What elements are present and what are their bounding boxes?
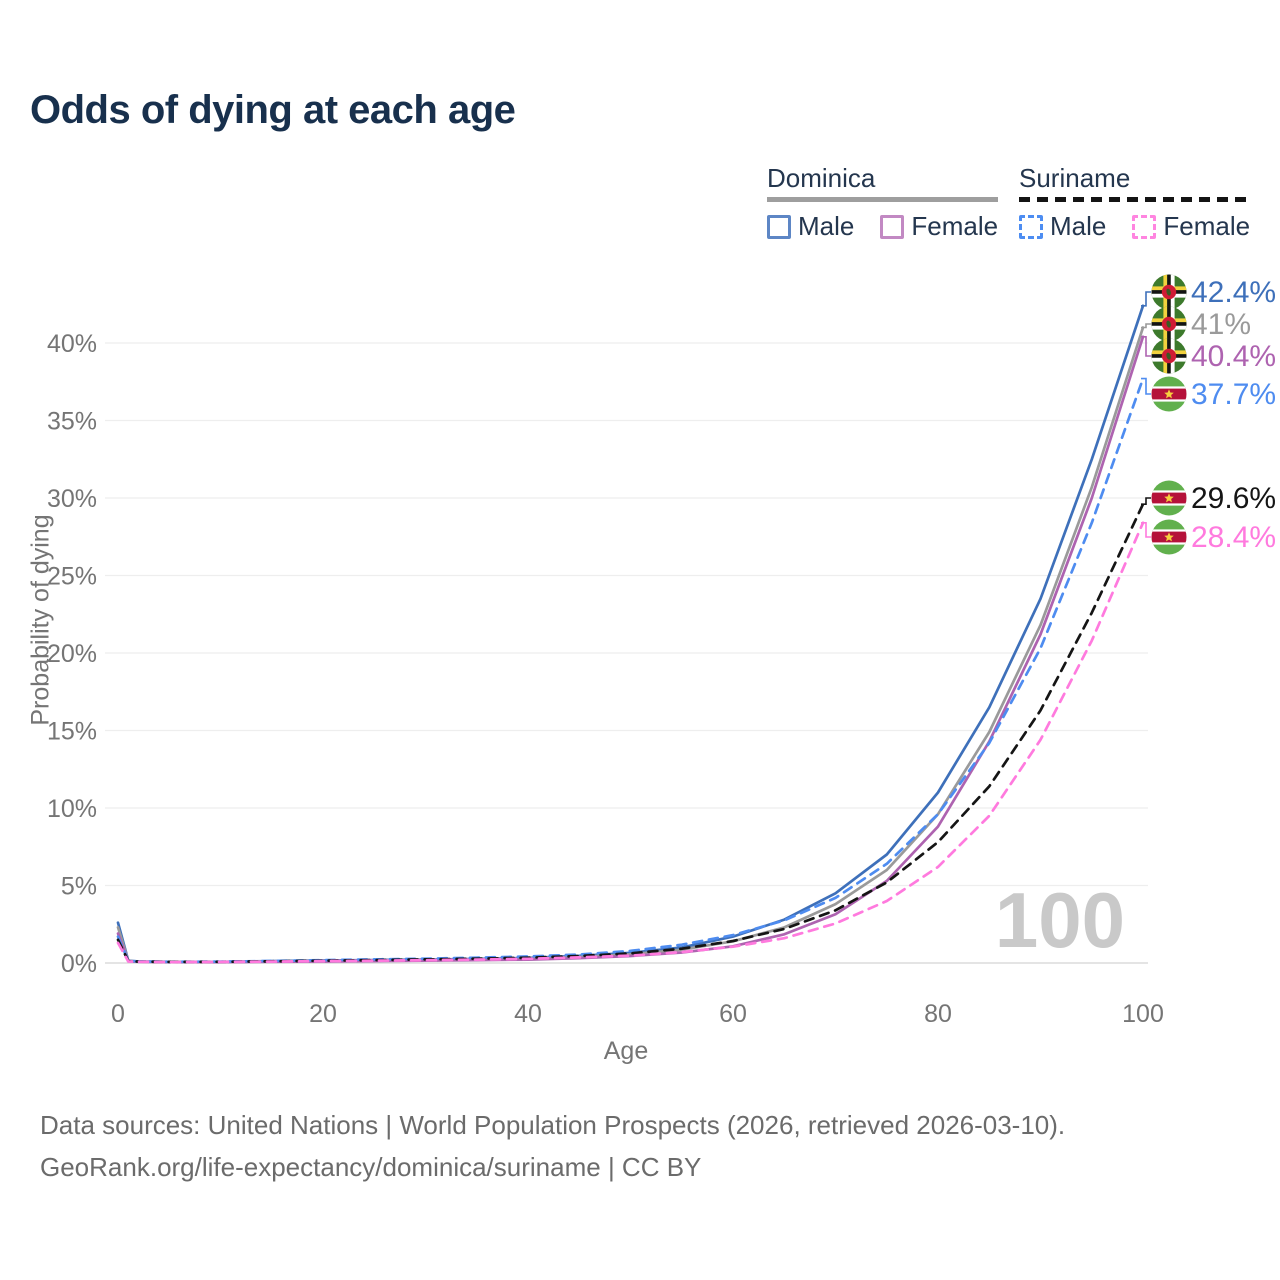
series-line xyxy=(116,326,1145,964)
suriname-female-swatch xyxy=(1132,214,1157,239)
footer: Data sources: United Nations | World Pop… xyxy=(40,1104,1065,1188)
legend-header-suriname[interactable]: Suriname xyxy=(1019,163,1251,202)
dominica-flag-icon xyxy=(1151,306,1187,342)
dominica-male-swatch xyxy=(767,214,791,239)
x-tick-label: 100 xyxy=(1122,1000,1164,1028)
y-tick-label: 30% xyxy=(47,485,97,513)
dominica-female-swatch xyxy=(880,214,905,239)
legend-item-label: Female xyxy=(1163,211,1251,241)
y-tick-label: 20% xyxy=(47,640,97,668)
series-end-label: 40.4% xyxy=(1191,340,1276,373)
y-tick-label: 40% xyxy=(47,330,97,358)
legend-item-label: Male xyxy=(1050,211,1107,241)
watermark-100: 100 xyxy=(995,876,1125,964)
x-tick-label: 0 xyxy=(111,1000,125,1028)
x-tick-label: 40 xyxy=(514,1000,542,1028)
y-tick-label: 0% xyxy=(61,950,97,978)
legend-row-suriname: Male Female xyxy=(1019,211,1250,242)
x-tick-label: 60 xyxy=(719,1000,747,1028)
dominica-flag-icon xyxy=(1151,338,1187,374)
attribution-line: GeoRank.org/life-expectancy/dominica/sur… xyxy=(40,1152,702,1182)
series-line xyxy=(116,521,1145,964)
series-line xyxy=(116,304,1145,964)
legend-item-suriname-male[interactable]: Male xyxy=(1019,211,1106,242)
suriname-flag-icon xyxy=(1151,376,1187,412)
label-connector xyxy=(1141,497,1151,505)
y-tick-label: 25% xyxy=(47,563,97,591)
legend-group-suriname: Suriname Male Female xyxy=(1019,163,1251,242)
series-end-label: 42.4% xyxy=(1191,276,1276,309)
legend-item-dominica-female[interactable]: Female xyxy=(880,211,998,242)
series-end-label: 29.6% xyxy=(1191,482,1276,515)
label-connector xyxy=(1141,336,1151,357)
suriname-line-style-swatch xyxy=(1019,197,1251,202)
series-end-label: 37.7% xyxy=(1191,378,1276,411)
y-axis-title: Probability of dying xyxy=(26,514,55,726)
x-tick-label: 20 xyxy=(309,1000,337,1028)
y-tick-label: 15% xyxy=(47,718,97,746)
series-line xyxy=(116,335,1145,964)
legend-header-dominica[interactable]: Dominica xyxy=(767,163,999,202)
label-connector xyxy=(1141,377,1151,395)
x-axis-title: Age xyxy=(603,1037,649,1065)
series-end-label: 41% xyxy=(1191,308,1251,341)
y-tick-label: 5% xyxy=(61,873,97,901)
data-sources-line: Data sources: United Nations | World Pop… xyxy=(40,1110,1066,1140)
legend-item-dominica-male[interactable]: Male xyxy=(767,211,854,242)
legend-country-label-dominica: Dominica xyxy=(767,163,876,193)
legend-group-dominica: Dominica Male Female xyxy=(767,163,999,242)
legend-item-label: Female xyxy=(911,211,999,241)
dominica-line-style-swatch xyxy=(767,197,999,202)
dominica-flag-icon xyxy=(1151,274,1187,310)
suriname-male-swatch xyxy=(1019,214,1043,239)
suriname-flag-icon xyxy=(1151,480,1187,516)
page-title: Odds of dying at each age xyxy=(30,88,516,132)
legend-item-suriname-female[interactable]: Female xyxy=(1132,211,1250,242)
legend-country-label-suriname: Suriname xyxy=(1019,163,1131,193)
x-tick-label: 80 xyxy=(924,1000,952,1028)
y-tick-label: 35% xyxy=(47,408,97,436)
series-line xyxy=(116,377,1145,964)
suriname-flag-icon xyxy=(1151,519,1187,555)
series-end-label: 28.4% xyxy=(1191,521,1276,554)
y-tick-label: 10% xyxy=(47,795,97,823)
label-connector xyxy=(1141,291,1151,307)
label-connector xyxy=(1141,522,1151,538)
legend-row-dominica: Male Female xyxy=(767,211,998,242)
label-connector xyxy=(1141,323,1151,329)
legend-item-label: Male xyxy=(798,211,855,241)
